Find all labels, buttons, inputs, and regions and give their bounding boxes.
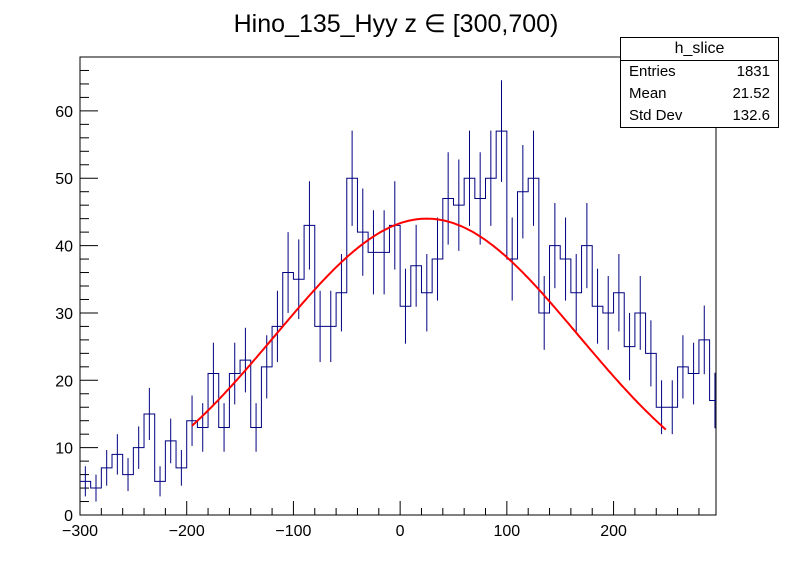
tick-labels: −300 −200 −100 0 100 200 0 10 20 30 40 50 60 <box>55 104 627 540</box>
histogram-bins <box>80 130 716 489</box>
x-tick-label: −300 <box>62 523 98 540</box>
x-tick-label: 0 <box>396 523 405 540</box>
axis-ticks <box>79 56 700 516</box>
y-tick-label: 20 <box>55 373 73 390</box>
stats-mean-row: Mean 21.52 <box>621 83 778 105</box>
x-tick-label: −200 <box>169 523 205 540</box>
x-tick-label: 200 <box>600 523 627 540</box>
stats-box: h_slice Entries 1831 Mean 21.52 Std Dev … <box>620 37 779 128</box>
stats-entries-row: Entries 1831 <box>621 61 778 83</box>
stats-entries-label: Entries <box>629 63 676 80</box>
gaussian-fit-curve <box>191 217 667 431</box>
stats-box-title: h_slice <box>621 38 778 61</box>
stats-std-row: Std Dev 132.6 <box>621 105 778 127</box>
stats-mean-label: Mean <box>629 85 667 102</box>
y-tick-label: 60 <box>55 104 73 121</box>
y-tick-label: 0 <box>64 508 73 525</box>
error-bars <box>84 80 716 502</box>
stats-std-label: Std Dev <box>629 107 683 124</box>
x-tick-label: −100 <box>275 523 311 540</box>
x-tick-label: 100 <box>493 523 520 540</box>
y-tick-label: 50 <box>55 171 73 188</box>
stats-entries-value: 1831 <box>736 63 770 80</box>
y-tick-label: 10 <box>55 441 73 458</box>
stats-mean-value: 21.52 <box>732 85 770 102</box>
histogram-series <box>80 130 716 489</box>
y-tick-label: 40 <box>55 239 73 256</box>
stats-std-value: 132.6 <box>732 107 770 124</box>
chart-title: Hino_135_Hyy z ∈ [300,700) <box>234 10 559 38</box>
y-tick-label: 30 <box>55 306 73 323</box>
